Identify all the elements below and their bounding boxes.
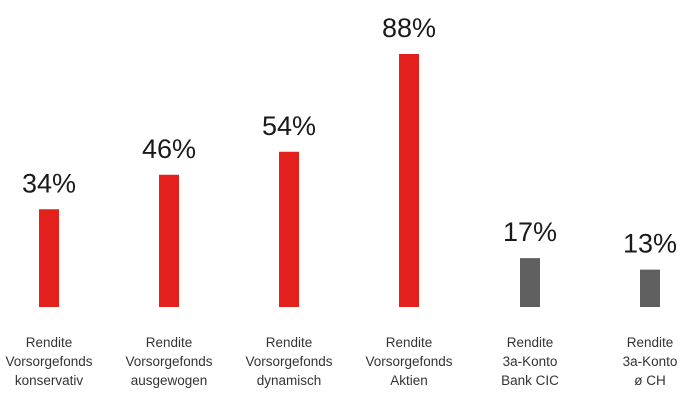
category-label-2-line-0: Rendite: [266, 335, 313, 350]
value-label-1: 46%: [142, 134, 196, 164]
bar-1: [159, 174, 179, 307]
category-label-4-line-1: 3a-Konto: [503, 354, 558, 369]
category-label-3-line-1: Vorsorgefonds: [365, 354, 452, 369]
category-label-3-line-0: Rendite: [386, 335, 433, 350]
category-label-4-line-0: Rendite: [507, 335, 554, 350]
value-label-0: 34%: [22, 168, 76, 198]
category-label-0-line-1: Vorsorgefonds: [5, 354, 92, 369]
category-label-1-line-2: ausgewogen: [131, 373, 208, 388]
category-label-0-line-2: konservativ: [15, 373, 84, 388]
category-label-3-line-2: Aktien: [390, 373, 428, 388]
category-label-5-line-1: 3a-Konto: [623, 354, 678, 369]
category-labels-group: Rendite Vorsorgefonds konservativ Rendite Vo…: [5, 335, 677, 388]
category-label-5-line-2: ø CH: [634, 373, 666, 388]
value-label-4: 17%: [503, 217, 557, 247]
value-label-3: 88%: [382, 13, 436, 43]
value-label-2: 54%: [262, 111, 316, 141]
bar-2: [279, 151, 299, 307]
bar-4: [520, 258, 540, 307]
bar-5: [640, 269, 660, 307]
bar-3: [399, 54, 419, 307]
category-label-4-line-2: Bank CIC: [501, 373, 559, 388]
category-label-5-line-0: Rendite: [627, 335, 674, 350]
category-label-0-line-0: Rendite: [26, 335, 73, 350]
category-label-1-line-1: Vorsorgefonds: [125, 354, 212, 369]
category-label-1-line-0: Rendite: [146, 335, 193, 350]
category-label-2-line-1: Vorsorgefonds: [245, 354, 332, 369]
bars-group: [39, 54, 660, 307]
category-label-2-line-2: dynamisch: [257, 373, 322, 388]
bar-0: [39, 209, 59, 307]
value-label-5: 13%: [623, 229, 677, 259]
value-labels-group: 34% 46% 54% 88% 17% 13%: [22, 13, 677, 259]
